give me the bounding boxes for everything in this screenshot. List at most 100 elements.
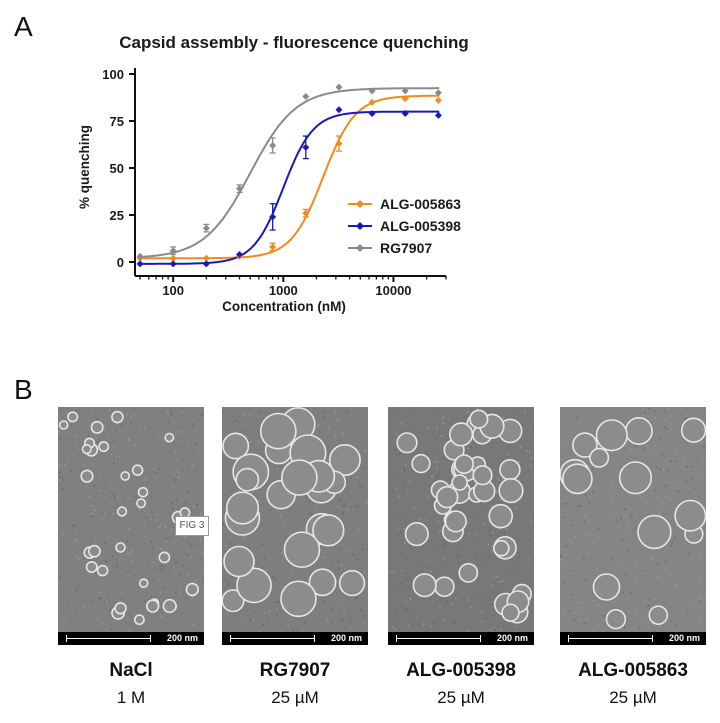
noise-dot	[242, 414, 245, 417]
noise-dot	[498, 580, 501, 583]
noise-dot	[113, 497, 116, 500]
noise-dot	[570, 539, 573, 542]
noise-dot	[359, 471, 362, 474]
noise-dot	[178, 585, 181, 588]
capsid-particle	[308, 568, 337, 597]
noise-dot	[444, 542, 447, 545]
data-point	[169, 260, 177, 268]
noise-dot	[147, 564, 150, 567]
noise-dot	[661, 452, 664, 455]
noise-dot	[104, 513, 107, 516]
noise-dot	[66, 604, 69, 607]
data-point	[169, 254, 177, 262]
noise-dot	[89, 513, 92, 515]
noise-dot	[579, 504, 581, 507]
noise-dot	[292, 629, 295, 632]
noise-dot	[361, 485, 363, 488]
dose-response-chart: A Capsid assembly - fluorescence quenchi…	[14, 11, 469, 314]
capsid-particle	[589, 447, 610, 468]
scale-bar-tick	[150, 635, 151, 642]
noise-dot	[433, 449, 436, 452]
data-point	[202, 224, 210, 232]
noise-dot	[175, 538, 178, 541]
noise-dot	[93, 484, 96, 487]
noise-dot	[108, 564, 111, 567]
noise-dot	[130, 550, 133, 553]
data-point	[302, 209, 310, 217]
noise-dot	[276, 613, 279, 616]
capsid-particle	[164, 432, 175, 443]
noise-dot	[624, 508, 627, 511]
noise-dot	[90, 412, 93, 415]
noise-dot	[59, 479, 62, 482]
noise-dot	[278, 465, 281, 468]
noise-dot	[113, 457, 116, 460]
noise-dot	[177, 445, 180, 448]
capsid-particle	[137, 486, 149, 498]
noise-dot	[67, 457, 70, 460]
noise-dot	[194, 579, 197, 582]
noise-dot	[491, 505, 494, 508]
noise-dot	[343, 504, 346, 507]
noise-dot	[346, 410, 349, 413]
noise-dot	[104, 561, 107, 564]
noise-dot	[356, 476, 359, 479]
noise-dot	[468, 533, 471, 536]
noise-dot	[620, 517, 622, 520]
noise-dot	[495, 491, 498, 494]
noise-dot	[108, 596, 111, 599]
noise-dot	[130, 511, 133, 514]
caption-3: ALG-005863 25 µM	[553, 660, 713, 708]
noise-dot	[457, 556, 459, 559]
noise-dot	[133, 414, 136, 417]
noise-dot	[491, 442, 494, 445]
noise-dot	[162, 586, 165, 588]
scale-bar-line	[66, 638, 150, 639]
noise-dot	[105, 600, 108, 603]
noise-dot	[403, 528, 406, 531]
noise-dot	[89, 600, 92, 603]
noise-dot	[404, 542, 406, 545]
noise-dot	[77, 558, 80, 561]
noise-dot	[178, 573, 181, 576]
noise-dot	[562, 581, 565, 584]
scale-bar-label: 200 nm	[166, 633, 198, 643]
noise-dot	[613, 600, 616, 603]
noise-dot	[300, 499, 303, 502]
capsid-particle	[448, 422, 474, 447]
noise-dot	[338, 492, 341, 495]
noise-dot	[94, 537, 97, 540]
noise-dot	[276, 478, 279, 481]
noise-dot	[59, 437, 62, 440]
noise-dot	[631, 512, 633, 515]
noise-dot	[482, 456, 485, 459]
noise-dot	[670, 460, 672, 463]
noise-dot	[95, 617, 98, 620]
noise-dot	[585, 618, 588, 621]
noise-dot	[314, 505, 317, 508]
noise-dot	[603, 599, 606, 602]
noise-dot	[411, 624, 414, 627]
noise-dot	[130, 421, 133, 424]
noise-dot	[187, 467, 190, 470]
noise-dot	[108, 408, 111, 411]
noise-dot	[77, 585, 80, 588]
scale-bar-tick	[230, 635, 231, 642]
noise-dot	[326, 620, 329, 623]
noise-dot	[698, 495, 701, 498]
noise-dot	[705, 452, 706, 454]
noise-dot	[403, 483, 406, 486]
noise-dot	[189, 556, 192, 559]
scale-bar-label: 200 nm	[330, 633, 362, 643]
noise-dot	[514, 501, 516, 504]
noise-dot	[360, 415, 362, 417]
capsid-particle	[444, 510, 467, 533]
noise-dot	[116, 564, 119, 567]
noise-dot	[665, 427, 668, 430]
noise-dot	[491, 545, 494, 548]
noise-dot	[161, 457, 164, 460]
noise-dot	[291, 570, 294, 572]
capsid-particle	[618, 461, 653, 495]
scale-bar: 200 nm	[222, 632, 368, 645]
noise-dot	[648, 598, 651, 601]
